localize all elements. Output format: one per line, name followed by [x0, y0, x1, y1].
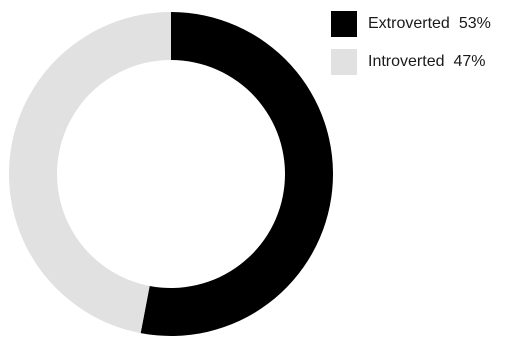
donut-chart	[9, 12, 334, 336]
legend-item-introverted: Introverted 47%	[331, 49, 491, 75]
legend-item-extroverted: Extroverted 53%	[331, 11, 491, 37]
donut-slice-introverted	[9, 12, 171, 334]
legend-label-extroverted: Extroverted	[368, 15, 450, 32]
legend-label-introverted: Introverted	[368, 53, 445, 70]
legend-value-introverted: 47%	[453, 53, 486, 70]
chart-legend: Extroverted 53% Introverted 47%	[331, 11, 491, 87]
legend-value-extroverted: 53%	[458, 15, 491, 32]
legend-swatch-extroverted	[331, 11, 357, 37]
donut-slice-extroverted	[140, 12, 334, 336]
legend-swatch-introverted	[331, 49, 357, 75]
